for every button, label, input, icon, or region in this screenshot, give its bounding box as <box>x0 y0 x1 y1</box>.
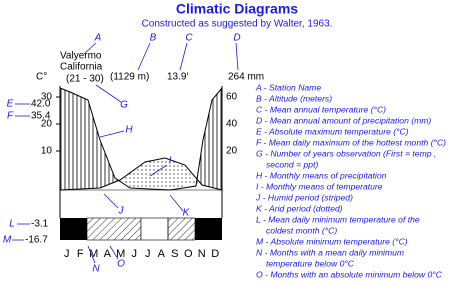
altitude: (1129 m) <box>110 72 149 83</box>
legend-line: O - Months with an absolute minimum belo… <box>256 269 443 279</box>
month-label: O <box>184 248 193 260</box>
legend-line: J - Humid period (striped) <box>255 192 353 202</box>
callout-letter: D <box>233 33 240 44</box>
legend-line: I - Monthly means of temperature <box>256 181 383 191</box>
frost-months <box>60 218 87 240</box>
title: Climatic Diagrams <box>176 1 298 17</box>
pointer <box>95 84 122 103</box>
month-label: A <box>104 248 112 260</box>
month-label: A <box>158 248 166 260</box>
right-tick-label: 40 <box>226 119 238 130</box>
callout-letter: L <box>9 219 15 230</box>
pointer <box>99 130 125 138</box>
month-label: J <box>145 248 151 260</box>
mean-min: -3.1 <box>31 219 49 230</box>
temperature-unit: C° <box>36 72 47 83</box>
callout-letter: N <box>92 264 100 275</box>
legend-line: F - Mean daily maximum of the hottest mo… <box>256 137 446 147</box>
legend-line: K - Arid period (dotted) <box>256 203 343 213</box>
legend-line: C - Mean annual temperature (°C) <box>256 104 386 114</box>
month-label: J <box>64 248 70 260</box>
station-region: California <box>60 62 103 73</box>
station-name: Valyermo <box>60 51 102 62</box>
pointer <box>137 42 151 71</box>
mean-max: 35.4 <box>31 111 51 122</box>
absolute-max: 42.0 <box>31 99 51 110</box>
pointer <box>87 245 96 264</box>
subtitle: Constructed as suggested by Walter, 1963… <box>142 19 333 30</box>
legend-line: D - Mean annual amount of precipitation … <box>256 115 431 125</box>
pointer <box>83 42 97 55</box>
arid-area <box>120 158 196 190</box>
humid-area <box>196 88 222 190</box>
callout-letter: H <box>125 125 133 136</box>
absolute-min: -16.7 <box>25 235 48 246</box>
temperature-curve <box>59 157 223 191</box>
callout-letter: A <box>94 33 102 44</box>
callout-letter: J <box>118 206 125 217</box>
legend-line: B - Altitude (meters) <box>256 93 332 103</box>
month-label: M <box>116 248 125 260</box>
callout-letter: I <box>169 156 172 167</box>
left-tick-label: 30 <box>41 92 53 103</box>
pointer <box>109 245 119 260</box>
legend-line: E - Absolute maximum temperature (°C) <box>256 126 409 136</box>
month-label: F <box>77 248 84 260</box>
legend-line: A - Station Name <box>255 82 321 92</box>
mean-temperature: 13.9' <box>167 72 188 83</box>
legend-line: L - Mean daily minimum temperature of th… <box>256 214 420 224</box>
callout-letter: B <box>150 33 157 44</box>
legend-line: temperature below 0°C <box>266 258 355 268</box>
legend-line: second = ppt) <box>266 159 318 169</box>
observation-years: (21 - 30) <box>66 74 104 85</box>
frost-free-months <box>140 217 169 241</box>
month-label: S <box>171 248 178 260</box>
pointer <box>149 164 168 177</box>
legend-line: G - Number of years observation (First =… <box>256 148 436 158</box>
callout-letter: O <box>117 259 125 270</box>
callout-letter: C <box>185 33 193 44</box>
precipitation-curve <box>59 87 223 191</box>
callout-letter: K <box>183 208 191 219</box>
humid-area <box>60 88 120 190</box>
legend-line: H - Monthly means of precipitation <box>256 170 387 180</box>
callout-letter: F <box>7 111 14 122</box>
pointer <box>169 194 184 212</box>
right-tick-label: 20 <box>226 146 238 157</box>
absolute-frost-months <box>167 217 196 241</box>
callout-letter: G <box>120 100 128 111</box>
left-tick-label: 20 <box>41 119 53 130</box>
month-label: N <box>198 248 206 260</box>
month-label: D <box>211 248 219 260</box>
legend-line: coldest month (°C) <box>266 225 337 235</box>
frost-months <box>195 218 222 240</box>
callout-letter: M <box>3 235 12 246</box>
mean-precipitation: 264 mm <box>228 72 264 83</box>
pointer <box>103 193 119 209</box>
absolute-frost-months <box>86 217 142 241</box>
legend-line: N - Months with a mean daily minimum <box>256 247 404 257</box>
legend-line: M - Absolute minimum temperature (°C) <box>256 236 408 246</box>
pointer <box>235 42 239 71</box>
month-label: J <box>132 248 138 260</box>
pointer <box>179 42 188 71</box>
left-tick-label: 10 <box>41 146 53 157</box>
right-tick-label: 60 <box>226 92 238 103</box>
callout-letter: E <box>7 99 14 110</box>
month-label: M <box>89 248 98 260</box>
